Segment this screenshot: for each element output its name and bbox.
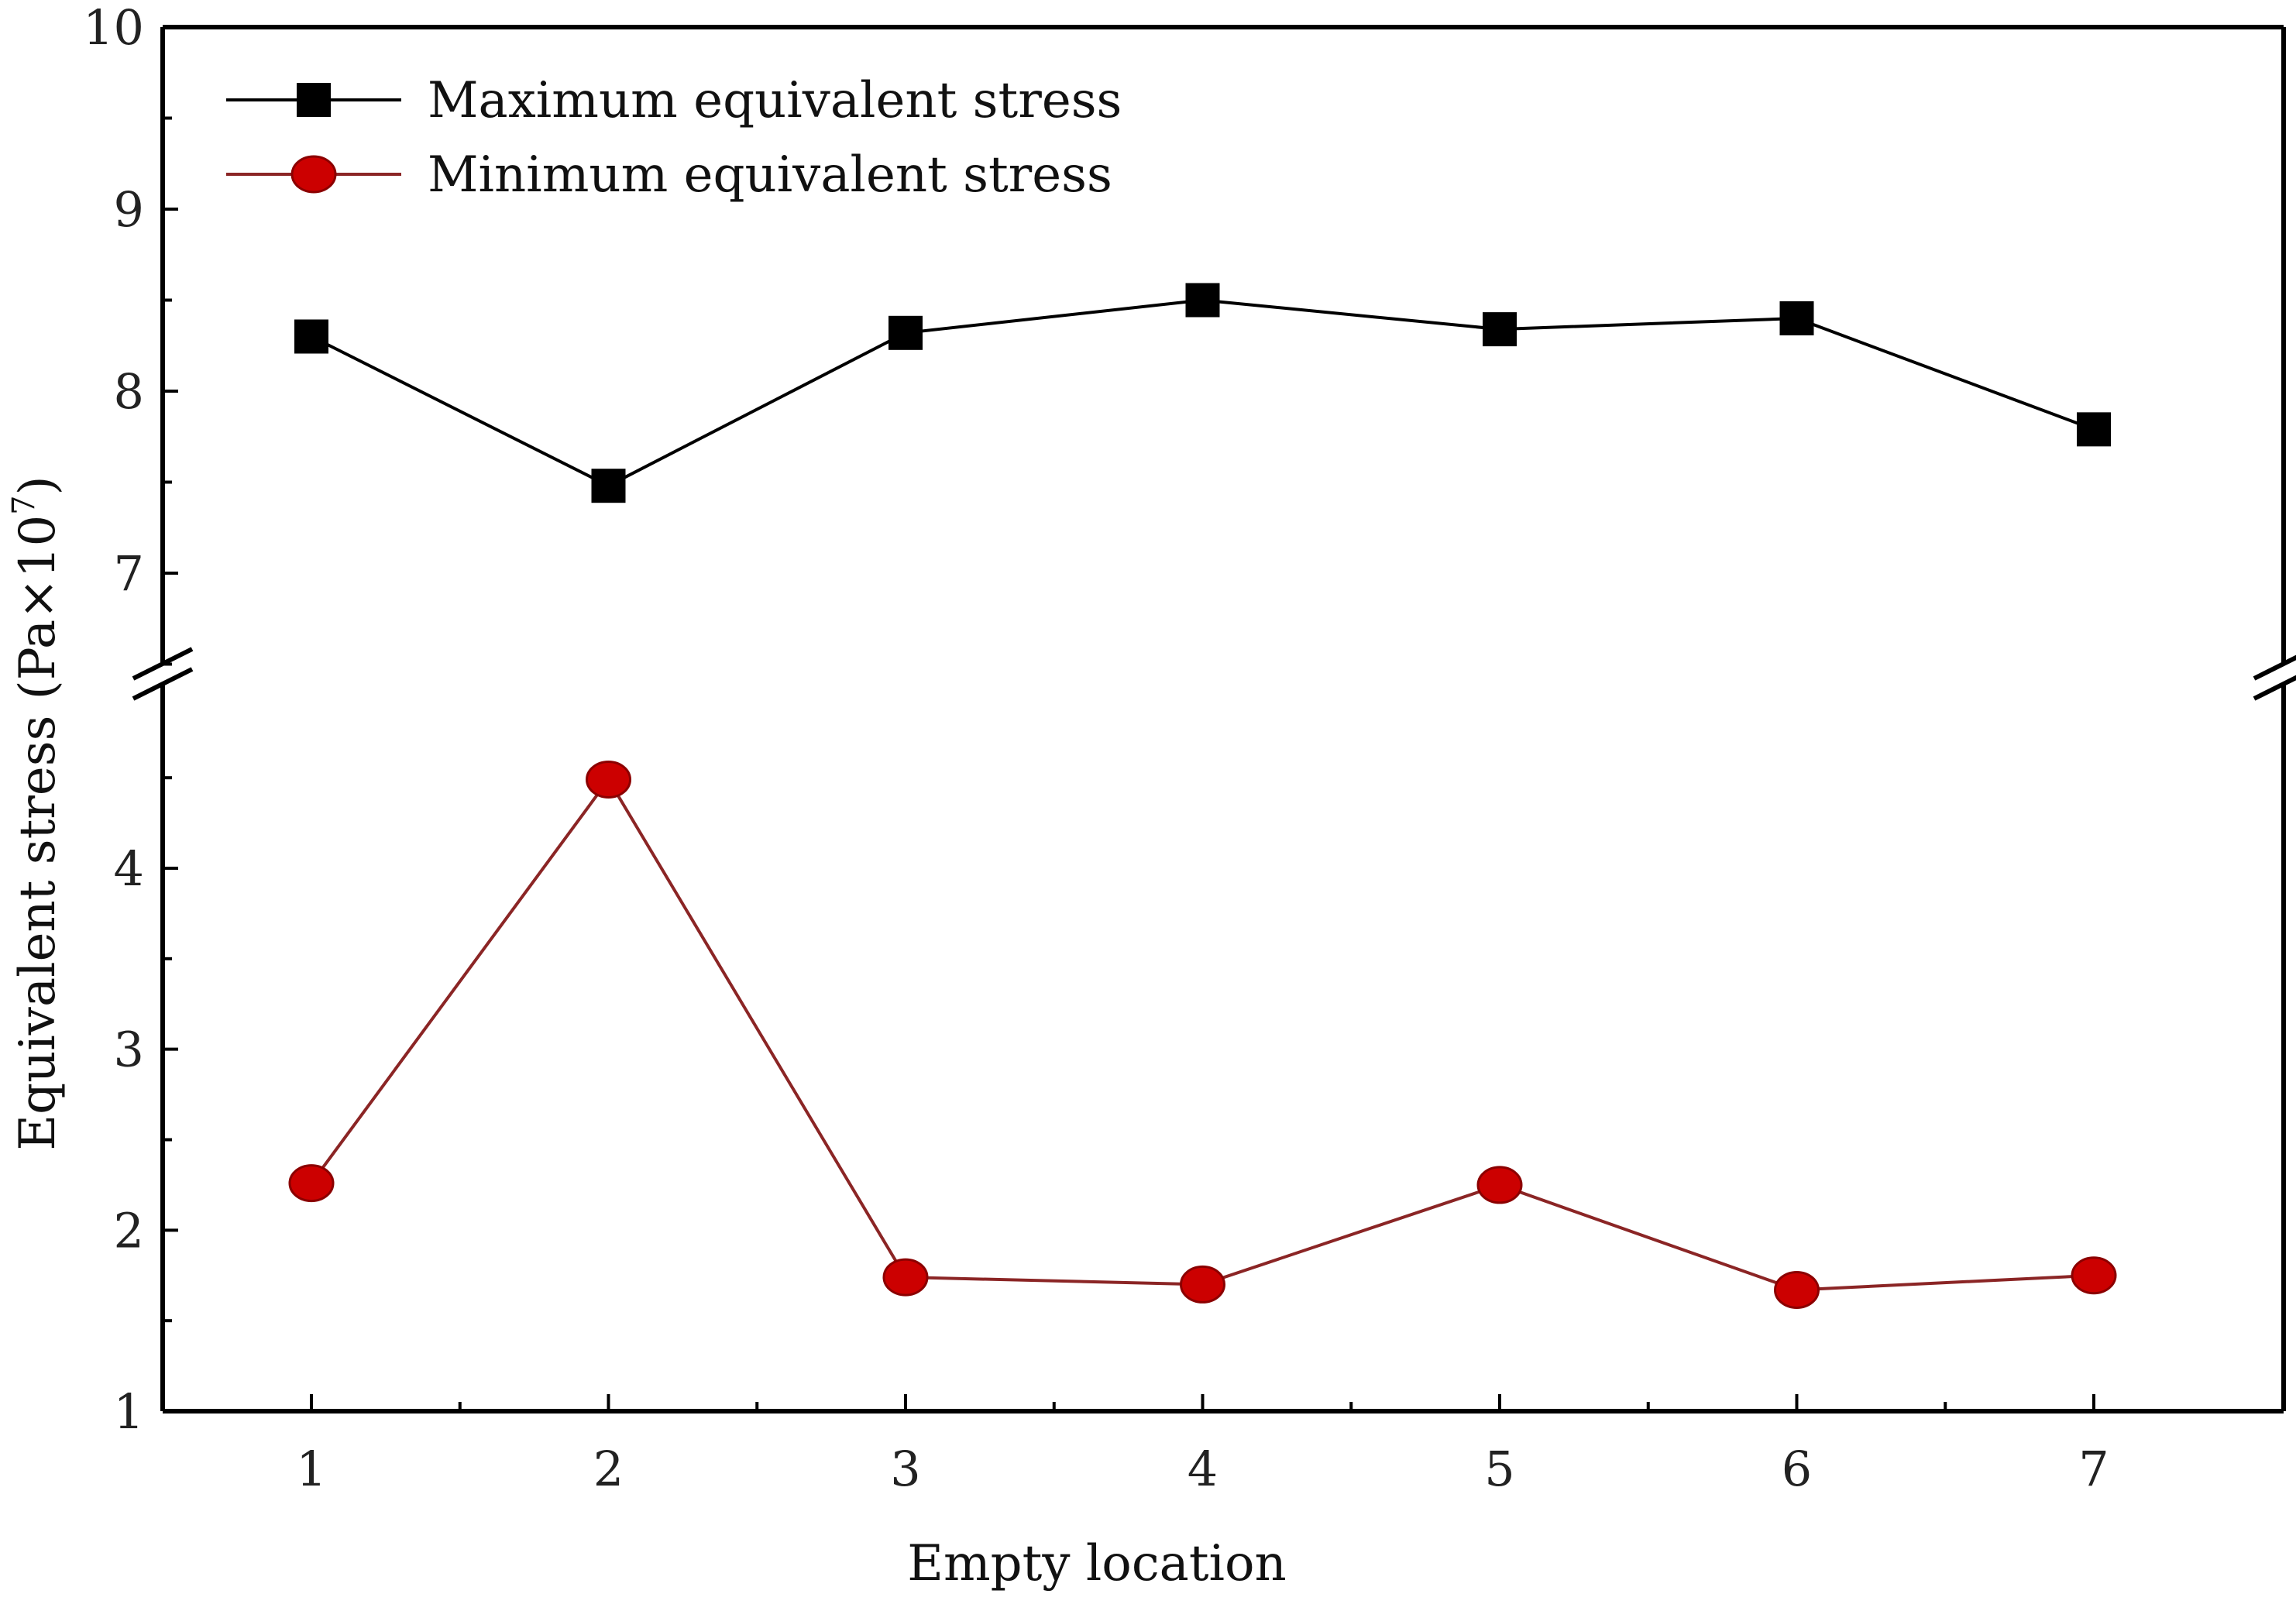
legend-item-max: Maximum equivalent stress	[226, 72, 1122, 129]
max-point-7	[2077, 412, 2111, 447]
x-tick-label: 1	[296, 1441, 326, 1497]
y-tick-label: 3	[114, 1022, 144, 1078]
y-tick-label: 10	[83, 0, 144, 56]
min-point-3	[882, 1258, 929, 1297]
x-axis-ticks: 1 2 3 4 5 6 7	[296, 1394, 2109, 1497]
y-tick-label: 8	[114, 363, 144, 420]
y-axis-title-exponent: 7	[6, 495, 42, 514]
x-tick-label: 3	[890, 1441, 920, 1497]
series-line-min	[310, 776, 2095, 1292]
x-tick-label: 6	[1782, 1441, 1812, 1497]
legend-label-max: Maximum equivalent stress	[428, 72, 1122, 129]
max-point-3	[888, 315, 923, 350]
x-tick-label: 2	[593, 1441, 624, 1497]
min-point-6	[1774, 1270, 1820, 1309]
series-layer	[288, 283, 2117, 1309]
legend-marker-circle	[290, 155, 337, 194]
min-point-4	[1180, 1265, 1225, 1304]
x-tick-label: 5	[1484, 1441, 1514, 1497]
legend-label-min: Minimum equivalent stress	[428, 146, 1112, 204]
legend-item-min: Minimum equivalent stress	[226, 146, 1112, 204]
y-tick-label: 7	[114, 545, 144, 602]
max-point-6	[1779, 301, 1814, 335]
x-tick-label: 4	[1188, 1441, 1218, 1497]
y-axis-ticks: 1 2 3 4 7 8 9 10	[83, 0, 178, 1440]
x-tick-label: 7	[2078, 1441, 2109, 1497]
min-point-1	[288, 1164, 335, 1203]
y-tick-label: 2	[114, 1202, 144, 1259]
max-point-2	[591, 469, 626, 503]
y-axis-title-close: )	[9, 476, 67, 495]
y-tick-label: 4	[114, 840, 144, 897]
max-point-4	[1185, 283, 1220, 318]
min-point-7	[2071, 1256, 2117, 1295]
y-axis-title: Equivalent stress (Pa×107)	[6, 476, 67, 1150]
y-axis-title-main: Equivalent stress (Pa×10	[9, 515, 67, 1151]
max-point-5	[1483, 312, 1517, 347]
series-line-max	[311, 298, 2095, 488]
legend-marker-square	[297, 83, 331, 117]
min-point-5	[1476, 1166, 1523, 1204]
axis-break-right	[2253, 654, 2296, 701]
min-point-2	[586, 761, 631, 799]
plot-frame	[160, 25, 2286, 1413]
max-point-1	[294, 319, 328, 354]
y-tick-label: 1	[114, 1383, 144, 1440]
y-tick-label: 9	[114, 181, 144, 238]
legend: Maximum equivalent stress Minimum equiva…	[226, 72, 1122, 204]
x-axis-title: Empty location	[907, 1535, 1287, 1592]
